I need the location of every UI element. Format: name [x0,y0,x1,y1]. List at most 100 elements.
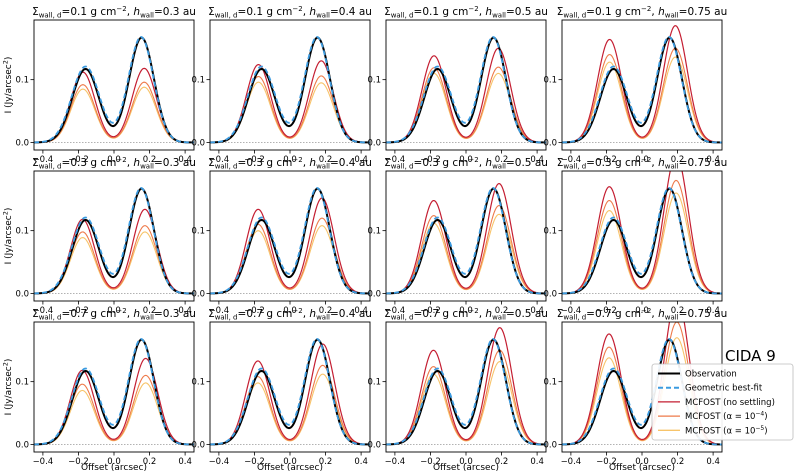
mcfost-no-settling-line [562,25,722,144]
curves [562,171,722,295]
x-tick-label: −0.2 [244,155,265,165]
y-tick-label: 0.0 [543,138,557,148]
x-tick-label: 0.4 [530,457,544,467]
curves [34,36,194,144]
x-tick-label: 0.2 [495,306,509,316]
x-tick-label: 0.4 [706,306,720,316]
x-tick-label: 0.2 [143,155,157,165]
legend-label: Geometric best-fit [685,384,763,394]
y-tick-label: 0.1 [367,227,381,237]
y-tick-label: 0.0 [15,138,29,148]
curves [562,25,722,144]
panel-r3-c2: −0.4 −0.2 0.0 0.2 0.4 0.0 0.1 Σwall, d=0.7 g cm… [191,307,371,467]
observation-line [34,36,194,144]
y-axis-label: I (Jy/arcsec2) [2,57,15,114]
geometric-best-fit-line [562,187,722,295]
x-tick-label: 0.0 [107,306,121,316]
x-tick-label: 0.0 [283,155,297,165]
curves [210,36,370,144]
x-tick-label: −0.2 [596,457,617,467]
panel-r3-c3: −0.4 −0.2 0.0 0.2 0.4 0.0 0.1 Σwall, d=0.7 g cm… [367,307,547,467]
x-axis-label: Offset (arcsec) [81,463,147,473]
x-tick-label: −0.2 [68,457,89,467]
observation-line [34,338,194,446]
y-tick-label: 0.0 [191,138,205,148]
x-tick-label: 0.0 [107,155,121,165]
geometric-best-fit-line [386,187,546,295]
mcfost-no-settling-line [34,208,194,295]
y-tick-label: 0.1 [367,378,381,388]
x-tick-label: 0.2 [319,155,333,165]
y-axis-label: I (Jy/arcsec2) [2,208,15,265]
panel-title: Σwall, d=0.3 g cm−2, hwall=0.4 au [208,156,372,171]
x-tick-label: 0.4 [354,306,368,316]
x-tick-label: 0.2 [671,457,685,467]
geometric-best-fit-line [210,187,370,295]
observation-line [34,187,194,295]
y-axis-labels: I (Jy/arcsec2) I (Jy/arcsec2) I (Jy/arcsec… [2,57,15,416]
geometric-best-fit-line [386,338,546,446]
panel-title: Σwall, d=0.3 g cm−2, hwall=0.3 au [32,156,196,171]
x-axis-labels: Offset (arcsec) Offset (arcsec) Offset (ar… [81,463,675,473]
x-tick-label: −0.2 [420,155,441,165]
mcfost-no-settling-line [34,357,194,446]
y-tick-label: 0.1 [15,76,29,86]
panel-grid: −0.4 −0.2 0.0 0.2 0.4 0.0 0.1 Σwall, d=0.1 g cm… [15,5,727,467]
x-tick-label: 0.0 [459,155,473,165]
y-tick-label: 0.1 [543,227,557,237]
geometric-best-fit-line [562,36,722,144]
x-tick-label: −0.2 [420,306,441,316]
y-tick-label: 0.1 [191,227,205,237]
x-tick-label: 0.2 [319,306,333,316]
y-tick-label: 0.1 [367,76,381,86]
panel-title: Σwall, d=0.1 g cm−2, hwall=0.75 au [557,5,728,20]
curves [34,338,194,446]
y-tick-label: 0.0 [543,440,557,450]
curves [386,182,546,295]
x-tick-label: 0.0 [107,457,121,467]
x-tick-label: 0.0 [635,306,649,316]
y-tick-label: 0.0 [191,440,205,450]
x-tick-label: 0.4 [530,155,544,165]
x-tick-label: −0.4 [33,155,54,165]
y-tick-label: 0.0 [191,289,205,299]
y-tick-label: 0.1 [191,378,205,388]
x-tick-label: −0.4 [33,306,54,316]
mcfost-no-settling-line [210,343,370,446]
legend-item-3: MCFOST (no settling) [658,398,775,408]
x-tick-label: −0.2 [68,306,89,316]
x-tick-label: −0.4 [33,457,54,467]
legend-label: MCFOST (no settling) [685,398,775,408]
mcfost-alpha-1e-4-line [34,81,194,143]
x-tick-label: 0.4 [706,457,720,467]
mcfost-no-settling-line [386,47,546,144]
geometric-best-fit-line [210,36,370,144]
y-tick-label: 0.1 [543,76,557,86]
x-tick-label: −0.4 [209,457,230,467]
x-tick-label: 0.0 [283,306,297,316]
x-tick-label: 0.4 [178,457,192,467]
x-tick-label: 0.0 [459,457,473,467]
x-tick-label: −0.2 [244,306,265,316]
observation-line [210,187,370,295]
panel-title: Σwall, d=0.7 g cm−2, hwall=0.5 au [384,307,548,322]
x-tick-label: −0.2 [596,306,617,316]
panel-title: Σwall, d=0.3 g cm−2, hwall=0.75 au [557,156,728,171]
x-tick-label: −0.4 [209,155,230,165]
mcfost-alpha-1e-4-line [386,349,546,445]
geometric-best-fit-line [34,187,194,295]
mcfost-no-settling-line [386,327,546,446]
panel-title: Σwall, d=0.7 g cm−2, hwall=0.3 au [32,307,196,322]
panel-r3-c1: −0.4 −0.2 0.0 0.2 0.4 0.0 0.1 Σwall, d=0.7 g cm… [15,307,195,467]
x-tick-label: −0.2 [244,457,265,467]
mcfost-alpha-1e-4-line [562,47,722,143]
curves [34,187,194,295]
panel-r2-c4: −0.4 −0.2 0.0 0.2 0.4 0.0 0.1 Σwall, d=0.3 g cm… [543,156,728,316]
x-tick-label: 0.4 [178,306,192,316]
observation-line [386,36,546,144]
x-tick-label: 0.4 [530,306,544,316]
legend-label: MCFOST (α = 10−5) [685,425,768,437]
legend: Observation Geometric best-fit MCFOST (no … [651,363,794,441]
panel-title: Σwall, d=0.1 g cm−2, hwall=0.5 au [384,5,548,20]
curves [210,338,370,446]
